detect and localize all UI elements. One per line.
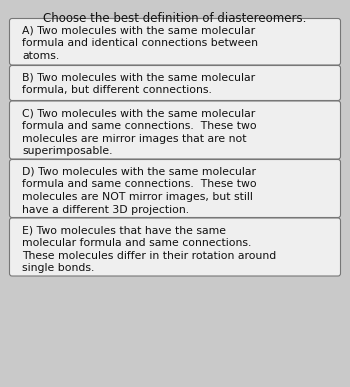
FancyBboxPatch shape bbox=[9, 101, 341, 159]
Text: Choose the best definition of diastereomers.: Choose the best definition of diastereom… bbox=[43, 12, 307, 25]
Text: D) Two molecules with the same molecular
formula and same connections.  These tw: D) Two molecules with the same molecular… bbox=[22, 166, 257, 215]
FancyBboxPatch shape bbox=[9, 65, 341, 101]
FancyBboxPatch shape bbox=[9, 19, 341, 65]
Text: C) Two molecules with the same molecular
formula and same connections.  These tw: C) Two molecules with the same molecular… bbox=[22, 108, 257, 156]
Text: B) Two molecules with the same molecular
formula, but different connections.: B) Two molecules with the same molecular… bbox=[22, 72, 255, 95]
Text: E) Two molecules that have the same
molecular formula and same connections.
Thes: E) Two molecules that have the same mole… bbox=[22, 225, 276, 273]
Text: A) Two molecules with the same molecular
formula and identical connections betwe: A) Two molecules with the same molecular… bbox=[22, 26, 258, 61]
FancyBboxPatch shape bbox=[9, 218, 341, 276]
FancyBboxPatch shape bbox=[9, 159, 341, 217]
